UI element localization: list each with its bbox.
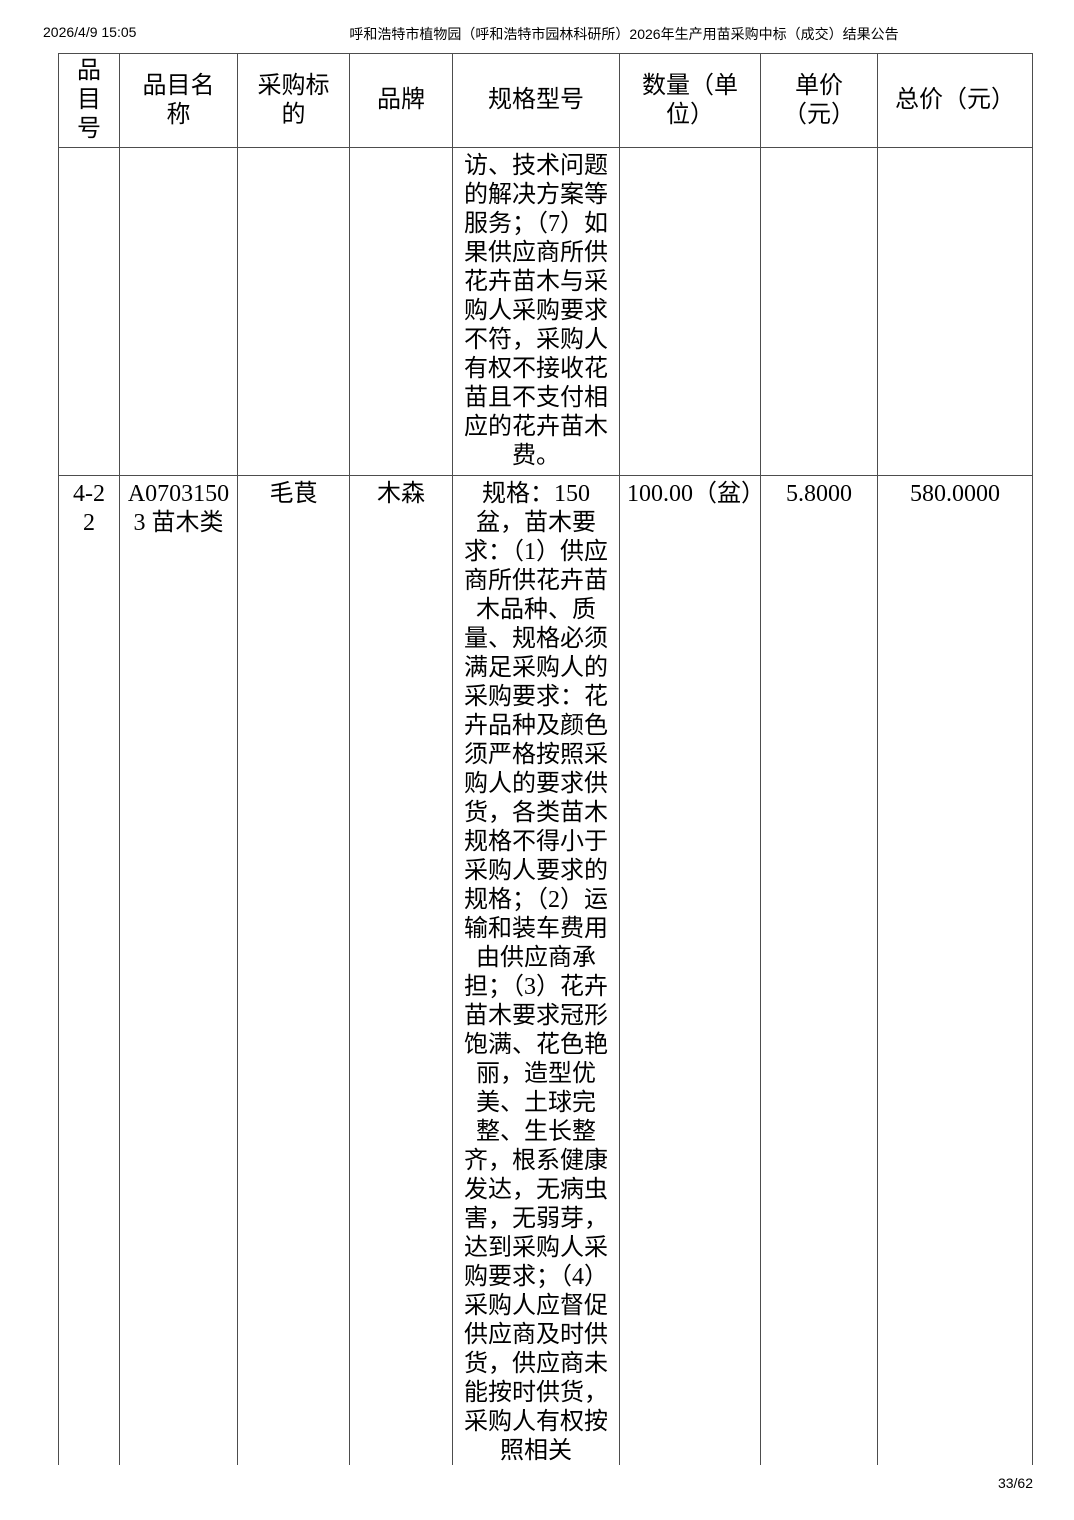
cell-spec-model: 规格：150盆，苗木要求：（1）供应商所供花卉苗木品种、质量、规格必须满足采购人…: [452, 475, 620, 1465]
cell-quantity-unit: 100.00（盆）: [619, 475, 761, 1465]
table-row: 访、技术问题的解决方案等服务；（7）如果供应商所供花卉苗木与采购人采购要求不符，…: [58, 147, 1033, 476]
cell-quantity-unit: [619, 147, 761, 476]
cell-spec-model: 访、技术问题的解决方案等服务；（7）如果供应商所供花卉苗木与采购人采购要求不符，…: [452, 147, 620, 476]
cell-brand: [349, 147, 453, 476]
cell-unit-price: [760, 147, 878, 476]
cell-unit-price: 5.8000: [760, 475, 878, 1465]
print-header-timestamp: 2026/4/9 15:05: [43, 24, 137, 40]
column-header-total-price: 总价（元）: [877, 53, 1033, 148]
table-header-row: 品目号 品目名称 采购标的 品牌 规格型号 数量（单位） 单价（元） 总价（元）: [58, 53, 1033, 148]
column-header-item-no: 品目号: [58, 53, 120, 148]
column-header-brand: 品牌: [349, 53, 453, 148]
cell-total-price: 580.0000: [877, 475, 1033, 1465]
procurement-results-table: 品目号 品目名称 采购标的 品牌 规格型号 数量（单位） 单价（元） 总价（元）…: [58, 53, 1033, 1465]
cell-brand: 木森: [349, 475, 453, 1465]
column-header-spec-model: 规格型号: [452, 53, 620, 148]
column-header-item-name: 品目名称: [119, 53, 238, 148]
column-header-unit-price: 单价（元）: [760, 53, 878, 148]
cell-procurement-subject: 毛茛: [237, 475, 350, 1465]
cell-item-no: [58, 147, 120, 476]
column-header-quantity-unit: 数量（单位）: [619, 53, 761, 148]
table-row: 4-22 A07031503 苗木类 毛茛 木森 规格：150盆，苗木要求：（1…: [58, 475, 1033, 1465]
table-clip-region: 品目号 品目名称 采购标的 品牌 规格型号 数量（单位） 单价（元） 总价（元）…: [58, 53, 1034, 1465]
page-indicator: 33/62: [997, 1475, 1033, 1491]
cell-item-name: [119, 147, 238, 476]
document-title: 呼和浩特市植物园（呼和浩特市园林科研所）2026年生产用苗采购中标（成交）结果公…: [349, 26, 899, 42]
cell-item-name: A07031503 苗木类: [119, 475, 238, 1465]
cell-total-price: [877, 147, 1033, 476]
cell-procurement-subject: [237, 147, 350, 476]
cell-item-no: 4-22: [58, 475, 120, 1465]
column-header-procurement-subject: 采购标的: [237, 53, 350, 148]
